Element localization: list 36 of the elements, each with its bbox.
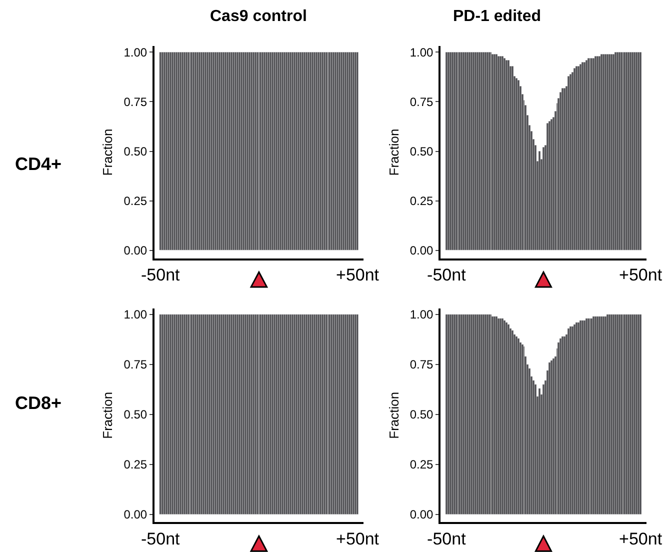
y-tick-label: 0.75: [410, 94, 434, 109]
text: CD8+: [15, 393, 62, 413]
y-axis-title: Fraction: [100, 392, 116, 439]
x-tick-label: +50nt: [619, 266, 662, 285]
y-axis-title: Fraction: [386, 392, 402, 439]
x-tick-label: +50nt: [619, 530, 662, 549]
y-tick-label: 0.50: [124, 408, 148, 422]
y-tick-label: 0.00: [410, 507, 434, 522]
y-tick-label: 1.00: [410, 308, 434, 322]
y-tick-label: 0.25: [410, 458, 434, 472]
y-tick-label: 1.00: [124, 308, 148, 322]
y-tick-label: 0.75: [410, 358, 434, 372]
y-tick-label: 0.25: [410, 194, 434, 208]
y-tick-label: 0.75: [124, 358, 148, 372]
y-axis-title: Fraction: [386, 128, 402, 176]
x-tick-label: +50nt: [336, 530, 380, 549]
y-axis-title: Fraction: [100, 128, 116, 176]
y-tick-label: 0.25: [124, 194, 148, 208]
y-tick-label: 0.50: [410, 408, 434, 422]
y-tick-label: 0.00: [124, 507, 148, 522]
y-tick-label: 1.00: [124, 45, 148, 60]
x-tick-label: -50nt: [427, 266, 466, 285]
x-tick-label: +50nt: [336, 266, 380, 285]
x-tick-label: -50nt: [427, 530, 466, 549]
y-tick-label: 0.50: [124, 144, 148, 158]
y-tick-label: 0.00: [410, 244, 434, 258]
x-tick-label: -50nt: [140, 530, 180, 549]
y-tick-label: 0.50: [410, 144, 434, 158]
text: CD4+: [15, 154, 62, 174]
y-tick-label: 0.25: [124, 458, 148, 472]
y-tick-label: 0.75: [124, 94, 148, 109]
chart-title: PD-1 edited: [453, 8, 542, 25]
y-tick-label: 1.00: [410, 45, 434, 60]
chart-title: Cas9 control: [210, 8, 307, 25]
x-tick-label: -50nt: [140, 266, 180, 285]
y-tick-label: 0.00: [124, 244, 148, 258]
